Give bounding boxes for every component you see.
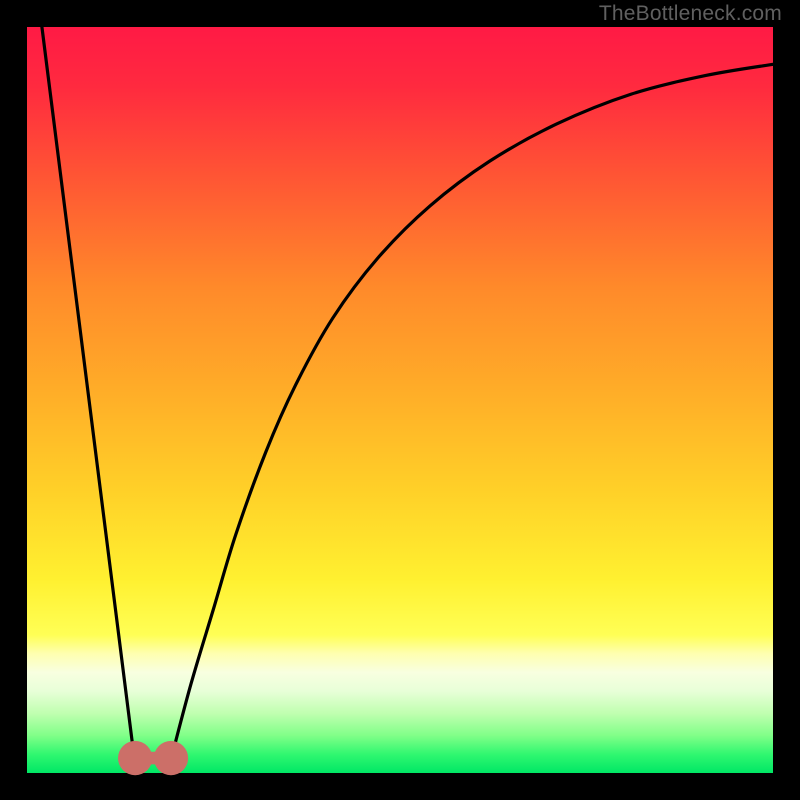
- bottleneck-chart: [0, 0, 800, 800]
- plot-background: [27, 27, 773, 773]
- attribution-label: TheBottleneck.com: [599, 2, 782, 26]
- chart-frame: TheBottleneck.com: [0, 0, 800, 800]
